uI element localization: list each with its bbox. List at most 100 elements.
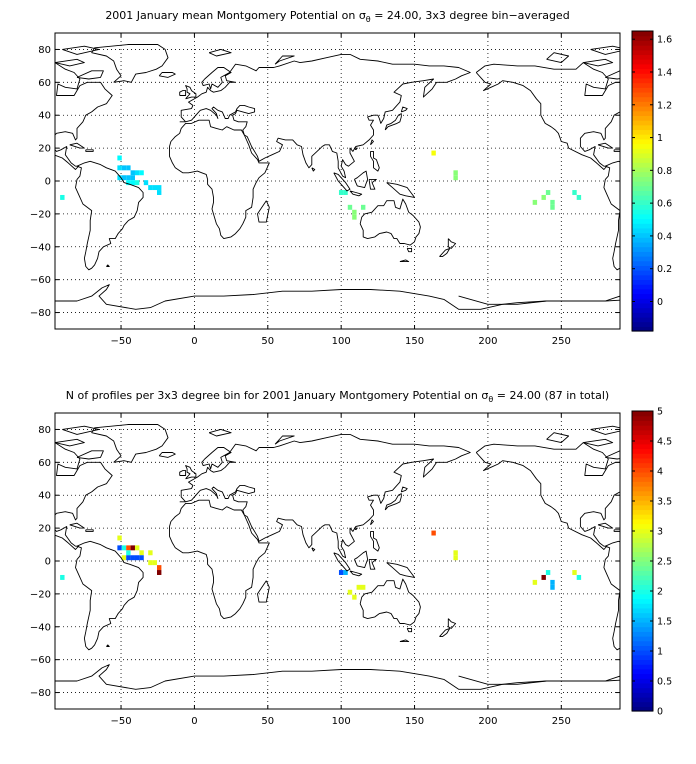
colorbar-segment — [632, 36, 653, 41]
colorbar-segment — [632, 45, 653, 50]
colorbar-tick-label: 0 — [657, 707, 663, 718]
colorbar-segment — [632, 561, 653, 566]
data-bin — [126, 165, 130, 170]
colorbar-segment — [632, 641, 653, 646]
colorbar-segment — [632, 148, 653, 153]
colorbar-tick-label: 1.6 — [657, 35, 672, 46]
y-tick-label: −60 — [30, 275, 51, 286]
colorbar-segment — [632, 542, 653, 547]
coastline — [18, 433, 40, 443]
colorbar-segment — [632, 552, 653, 557]
data-bin — [431, 151, 435, 156]
data-bin — [339, 570, 343, 575]
y-tick-label: 0 — [45, 177, 51, 188]
data-bin — [131, 175, 135, 180]
data-bin — [131, 555, 135, 560]
data-bin — [157, 565, 161, 570]
y-tick-label: −40 — [30, 242, 51, 253]
colorbar-segment — [632, 613, 653, 618]
x-tick-label: −50 — [110, 716, 131, 727]
coastline — [688, 73, 696, 78]
y-tick-label: 40 — [38, 111, 51, 122]
data-bin — [572, 190, 576, 195]
colorbar-segment — [632, 683, 653, 688]
colorbar-segment — [632, 279, 653, 284]
colorbar-segment — [632, 59, 653, 64]
colorbar-segment — [632, 486, 653, 491]
chart-title: N of profiles per 3x3 degree bin for 200… — [66, 389, 609, 404]
colorbar-segment — [632, 575, 653, 580]
colorbar-tick-label: 3 — [657, 527, 663, 538]
colorbar-segment — [632, 97, 653, 102]
y-tick-label: −60 — [30, 655, 51, 666]
colorbar-segment — [632, 275, 653, 280]
data-bin — [550, 205, 554, 210]
x-tick-label: 150 — [405, 716, 424, 727]
colorbar-segment — [632, 219, 653, 224]
colorbar-segment — [632, 64, 653, 69]
data-bin — [153, 185, 157, 190]
data-bin — [148, 550, 152, 555]
data-bin — [352, 210, 356, 215]
colorbar-segment — [632, 158, 653, 163]
colorbar-segment — [632, 289, 653, 294]
colorbar-tick-label: 4.5 — [657, 437, 672, 448]
colorbar-segment — [632, 115, 653, 120]
x-tick-label: 200 — [478, 336, 497, 347]
colorbar-segment — [632, 481, 653, 486]
colorbar-segment — [632, 322, 653, 327]
colorbar-tick-label: 2 — [657, 587, 663, 598]
colorbar-segment — [632, 265, 653, 270]
colorbar-segment — [632, 195, 653, 200]
colorbar-segment — [632, 659, 653, 664]
data-bin — [348, 590, 352, 595]
data-bin — [352, 215, 356, 220]
colorbar-segment — [632, 261, 653, 266]
colorbar-segment — [632, 134, 653, 139]
y-tick-label: 20 — [38, 524, 51, 535]
y-tick-label: 0 — [45, 557, 51, 568]
colorbar-segment — [632, 608, 653, 613]
colorbar-tick-label: 1.5 — [657, 617, 672, 628]
colorbar-tick-label: 0.6 — [657, 199, 672, 210]
data-bin — [453, 555, 457, 560]
colorbar-segment — [632, 449, 653, 454]
colorbar-segment — [632, 570, 653, 575]
data-bin — [148, 185, 152, 190]
colorbar-segment — [632, 186, 653, 191]
colorbar-segment — [632, 153, 653, 158]
colorbar-segment — [632, 514, 653, 519]
data-bin — [122, 165, 126, 170]
colorbar-segment — [632, 144, 653, 149]
colorbar-segment — [632, 101, 653, 106]
y-tick-label: 80 — [38, 45, 51, 56]
colorbar-segment — [632, 92, 653, 97]
colorbar-segment — [632, 176, 653, 181]
data-bin — [117, 545, 121, 550]
colorbar-segment — [632, 519, 653, 524]
colorbar-segment — [632, 524, 653, 529]
y-tick-label: −40 — [30, 622, 51, 633]
data-bin — [135, 545, 139, 550]
data-bin — [60, 575, 64, 580]
x-tick-label: 150 — [405, 336, 424, 347]
coastline — [18, 53, 40, 63]
colorbar-tick-label: 1 — [657, 647, 663, 658]
colorbar-segment — [632, 491, 653, 496]
y-tick-label: −80 — [30, 688, 51, 699]
data-bin — [550, 200, 554, 205]
colorbar-segment — [632, 172, 653, 177]
colorbar-tick-label: 1 — [657, 133, 663, 144]
colorbar-segment — [632, 622, 653, 627]
data-bin — [144, 180, 148, 185]
colorbar-tick-label: 0 — [657, 297, 663, 308]
colorbar-segment — [632, 463, 653, 468]
y-tick-label: 40 — [38, 491, 51, 502]
data-bin — [352, 595, 356, 600]
colorbar-segment — [632, 528, 653, 533]
data-bin — [357, 585, 361, 590]
colorbar-segment — [632, 702, 653, 707]
colorbar-segment — [632, 688, 653, 693]
colorbar-segment — [632, 40, 653, 45]
